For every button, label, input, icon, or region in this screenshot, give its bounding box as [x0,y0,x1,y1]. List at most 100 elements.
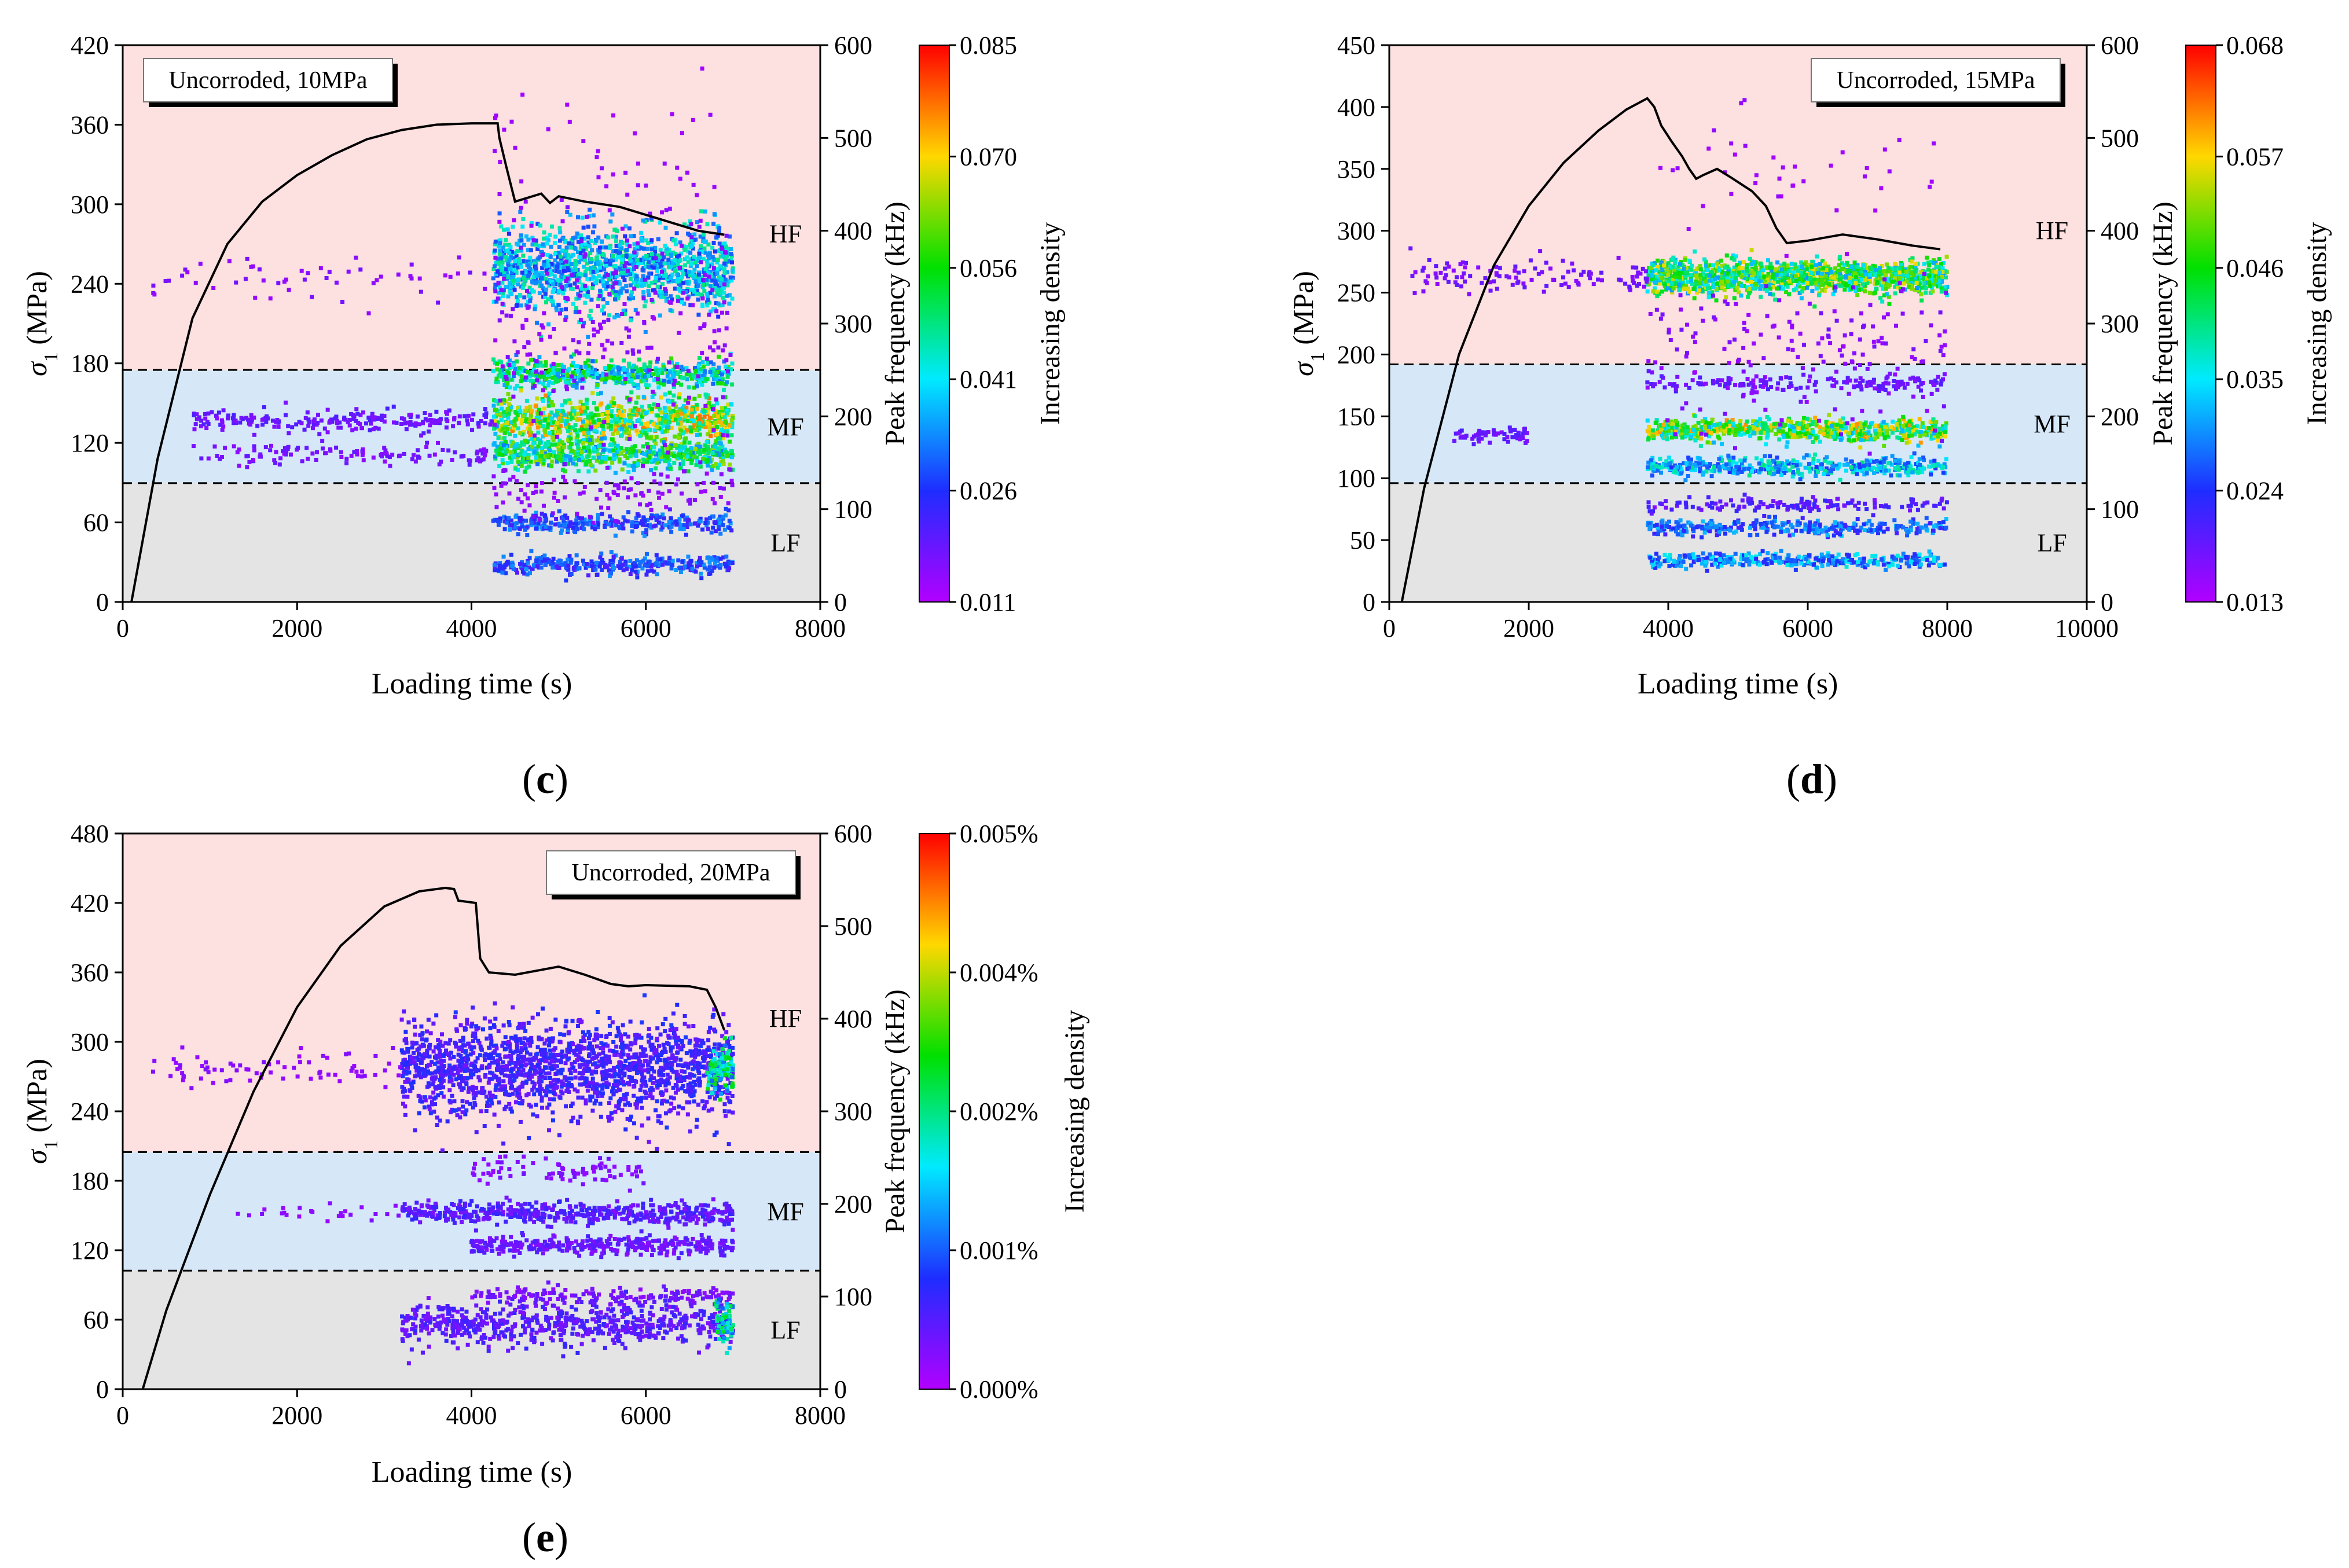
ae-event-point [686,469,691,473]
ae-event-point [540,253,545,258]
ae-event-point [617,524,622,529]
ae-event-point [491,519,496,523]
ae-event-point [718,494,723,499]
ae-event-point [593,280,598,285]
ae-event-point [590,248,594,252]
ae-event-point [647,489,651,493]
ae-event-point [657,276,662,280]
ae-event-point [583,258,588,263]
ae-event-point [662,295,667,299]
ae-event-point [595,383,600,387]
ae-event-point [696,363,701,368]
ae-event-point [636,262,640,267]
ae-event-point [519,500,524,505]
ae-event-point [600,308,604,313]
ae-event-point [270,418,275,423]
ae-event-point [585,261,589,266]
ae-event-point [444,410,449,414]
ae-event-point [542,445,547,449]
ae-event-point [167,278,171,283]
ae-event-point [680,268,685,273]
ae-event-point [730,361,735,366]
ae-event-point [729,455,734,460]
ae-event-point [579,370,583,374]
ae-event-point [470,417,475,422]
ae-event-point [677,392,682,396]
ae-event-point [586,335,590,339]
ae-event-point [578,293,582,298]
ae-event-point [646,276,651,280]
ae-event-point [492,264,497,269]
ae-event-point [680,368,685,372]
ae-event-point [703,379,708,384]
ae-event-point [704,460,709,464]
ae-event-point [604,457,608,461]
ae-event-point [387,455,392,460]
ae-event-point [689,243,694,248]
ae-event-point [527,424,532,428]
ae-event-point [714,520,718,524]
ae-event-point [649,238,654,243]
ae-event-point [721,436,725,440]
ae-event-point [627,424,632,429]
ae-event-point [572,409,577,413]
ae-event-point [479,458,484,462]
ae-event-point [658,220,662,225]
ae-event-point [306,457,310,461]
ae-event-point [637,521,641,526]
ae-event-point [697,427,702,432]
ae-event-point [550,442,555,447]
ae-event-point [608,574,612,578]
ae-event-point [603,520,608,525]
ae-event-point [369,421,373,426]
ae-event-point [438,419,442,424]
ae-event-point [588,438,593,442]
ae-event-point [541,286,545,291]
ae-event-point [566,429,571,434]
ae-event-point [611,565,616,570]
ae-event-point [577,310,582,314]
ae-event-point [660,491,665,496]
ae-event-point [555,265,560,269]
x-ticks: 0 2000 4000 6000 8000 [116,602,846,642]
ae-event-point [441,447,445,452]
ae-event-point [684,366,689,370]
ae-event-point [335,419,339,424]
ae-event-point [560,271,565,276]
ae-event-point [685,454,690,459]
ae-event-point [624,261,629,266]
ae-event-point [538,361,543,365]
ae-event-point [725,283,730,288]
ae-event-point [545,558,549,563]
ae-event-point [586,225,590,229]
ae-event-point [328,419,332,424]
ae-event-point [595,258,600,263]
ae-event-point [625,447,629,451]
ae-event-point [383,459,387,464]
ae-event-point [711,348,715,352]
ae-event-point [521,276,526,280]
ae-event-point [516,426,520,431]
ae-event-point [588,515,592,519]
ae-event-point [538,273,542,277]
ae-event-point [624,273,629,278]
ae-event-point [549,520,553,525]
ae-event-point [501,500,505,505]
ae-event-point [498,446,503,451]
ae-event-point [630,409,635,413]
chart-title: Uncorroded, 10MPa [169,67,368,94]
ae-event-point [508,366,512,370]
ae-event-point [497,565,502,570]
ae-event-point [682,523,687,527]
ae-event-point [655,372,659,376]
ae-event-point [592,564,596,568]
ae-event-point [516,453,520,457]
ae-event-point [713,561,717,565]
ae-event-point [651,450,656,455]
ae-event-point [610,370,614,375]
ae-event-point [599,505,603,510]
ae-event-point [609,571,614,575]
ae-event-point [602,420,607,424]
ae-event-point [1891,271,1896,276]
ae-event-point [653,245,658,250]
